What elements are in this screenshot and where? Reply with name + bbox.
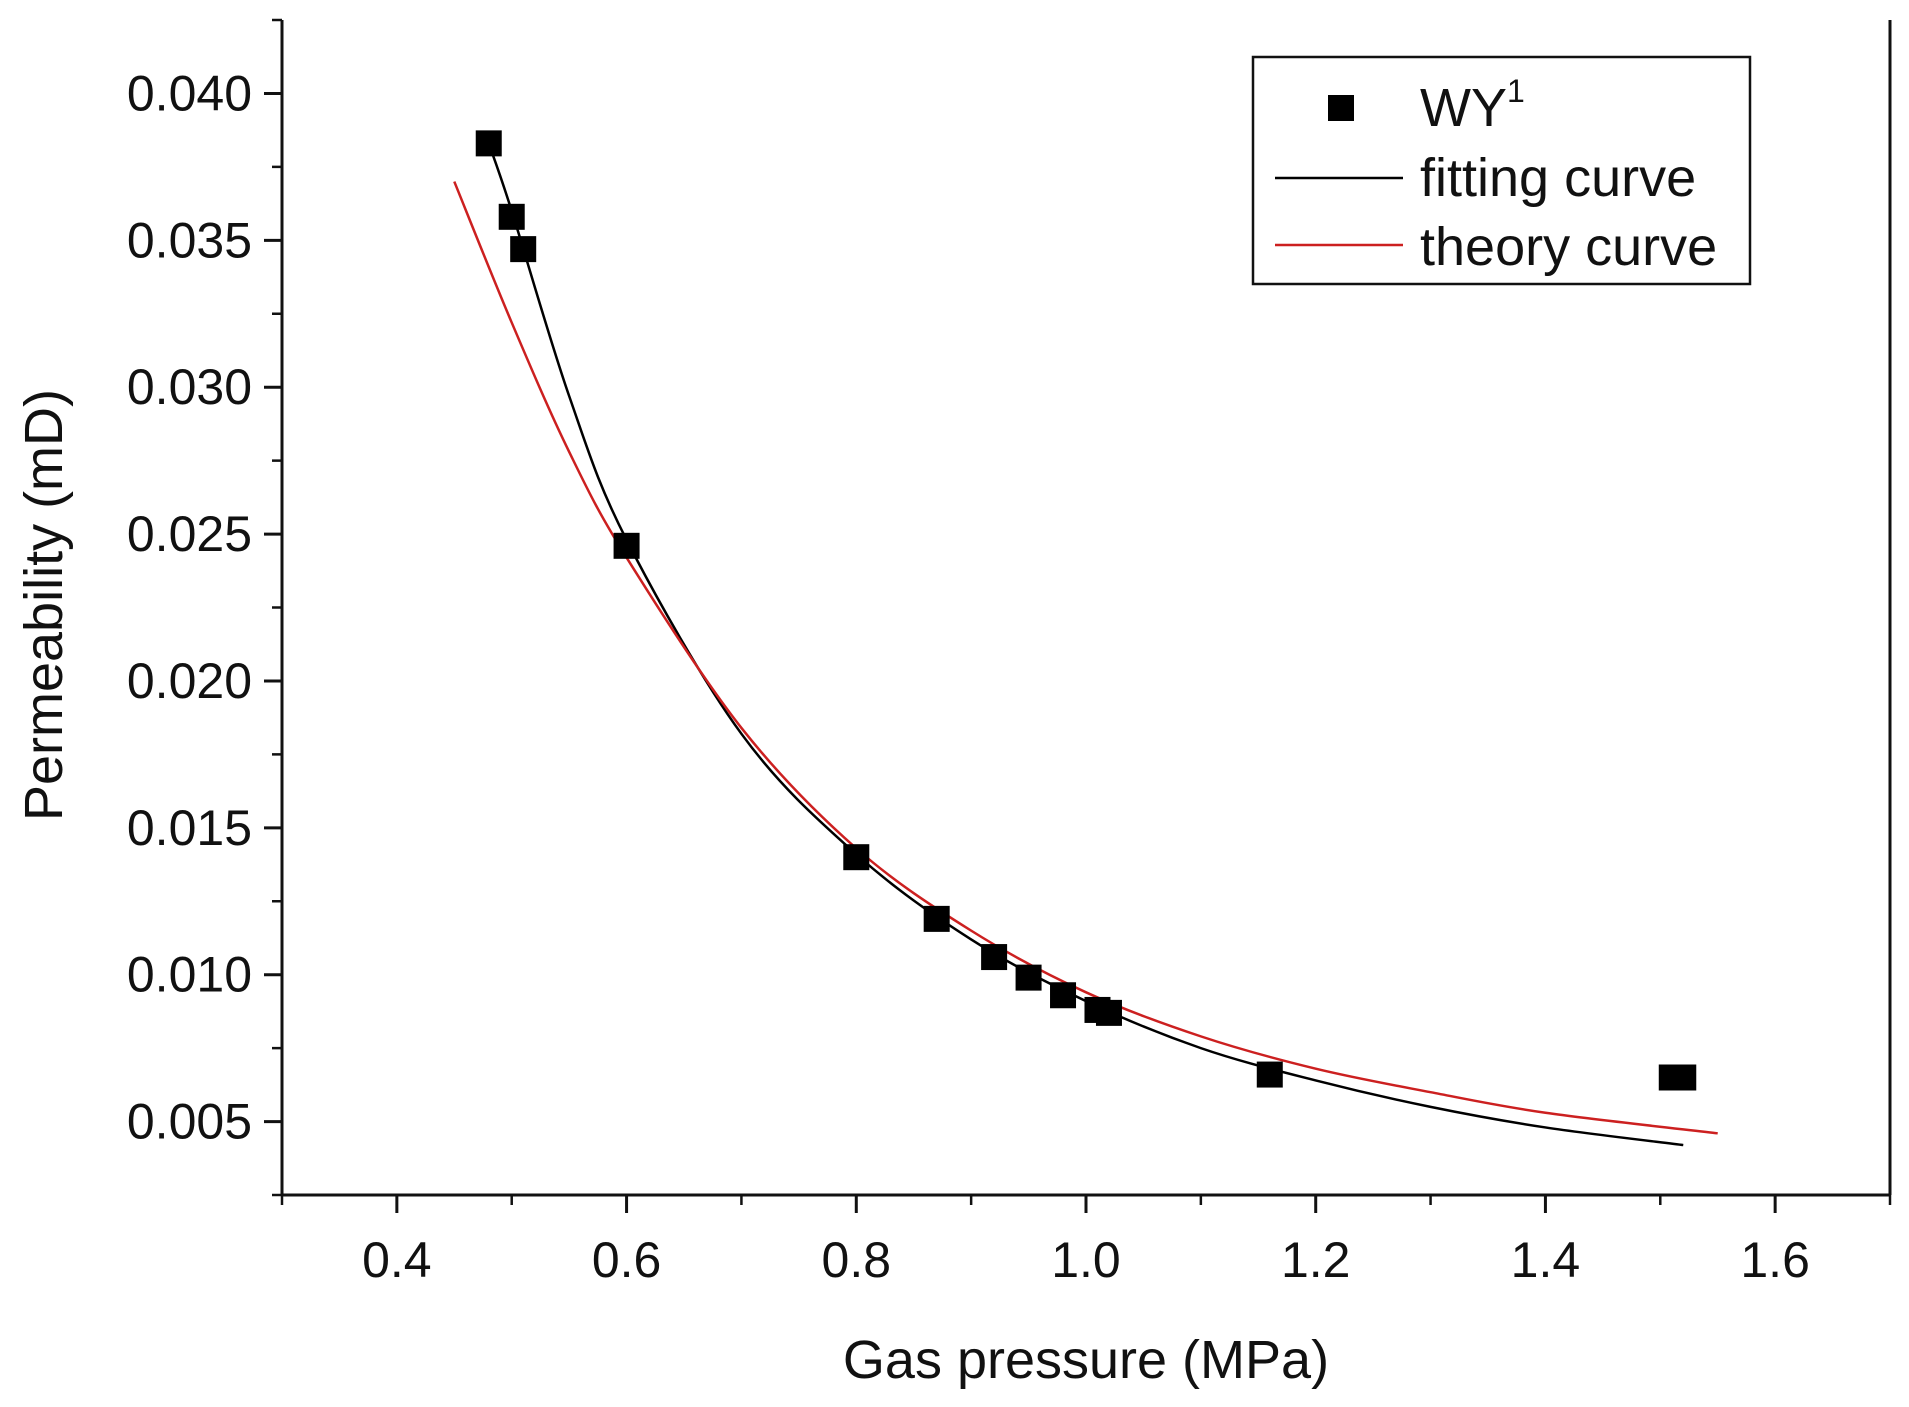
data-point xyxy=(1256,1061,1283,1088)
legend: WY1 fitting curve theory curve xyxy=(1251,55,1752,286)
y-tick-label: 0.030 xyxy=(127,359,252,415)
x-tick-label: 1.0 xyxy=(1051,1232,1121,1288)
x-tick-label: 0.8 xyxy=(822,1232,892,1288)
fitting-curve-line xyxy=(487,142,1684,1147)
y-tick-label: 0.035 xyxy=(127,212,252,268)
y-tick-label: 0.040 xyxy=(127,65,252,121)
y-tick-label: 0.020 xyxy=(127,653,252,709)
data-point xyxy=(1050,982,1077,1009)
y-axis-title: Permeability (mD) xyxy=(14,389,74,821)
data-point xyxy=(1670,1064,1697,1091)
y-tick-label: 0.010 xyxy=(127,947,252,1003)
legend-label-series-3: theory curve xyxy=(1420,217,1717,277)
theory-curve-line xyxy=(453,181,1718,1135)
data-point xyxy=(981,944,1008,971)
x-axis-ticks: 0.4 0.6 0.8 1.0 1.2 1.4 1.6 xyxy=(280,1195,1892,1288)
data-point xyxy=(1015,964,1042,991)
x-axis-title: Gas pressure (MPa) xyxy=(843,1330,1329,1390)
x-tick-label: 1.6 xyxy=(1740,1232,1810,1288)
x-tick-label: 0.4 xyxy=(362,1232,432,1288)
data-point xyxy=(613,532,640,559)
data-point xyxy=(475,130,502,157)
y-tick-label: 0.005 xyxy=(127,1094,252,1150)
data-point xyxy=(1095,999,1122,1026)
legend-label-series-1: WY1 xyxy=(1420,73,1525,138)
data-point xyxy=(510,236,537,263)
legend-label-series-2: fitting curve xyxy=(1420,148,1696,208)
x-tick-label: 1.2 xyxy=(1281,1232,1351,1288)
x-tick-label: 0.6 xyxy=(592,1232,662,1288)
y-axis-ticks: 0.005 0.010 0.015 0.020 0.025 0.030 0.035 0.040 xyxy=(127,18,282,1197)
legend-marker-square xyxy=(1328,95,1354,121)
data-point xyxy=(498,203,525,230)
data-points xyxy=(475,130,1697,1091)
curves xyxy=(453,142,1718,1147)
data-point xyxy=(923,905,950,932)
y-tick-label: 0.025 xyxy=(127,506,252,562)
y-tick-label: 0.015 xyxy=(127,800,252,856)
data-point xyxy=(843,844,870,871)
x-tick-label: 1.4 xyxy=(1511,1232,1581,1288)
